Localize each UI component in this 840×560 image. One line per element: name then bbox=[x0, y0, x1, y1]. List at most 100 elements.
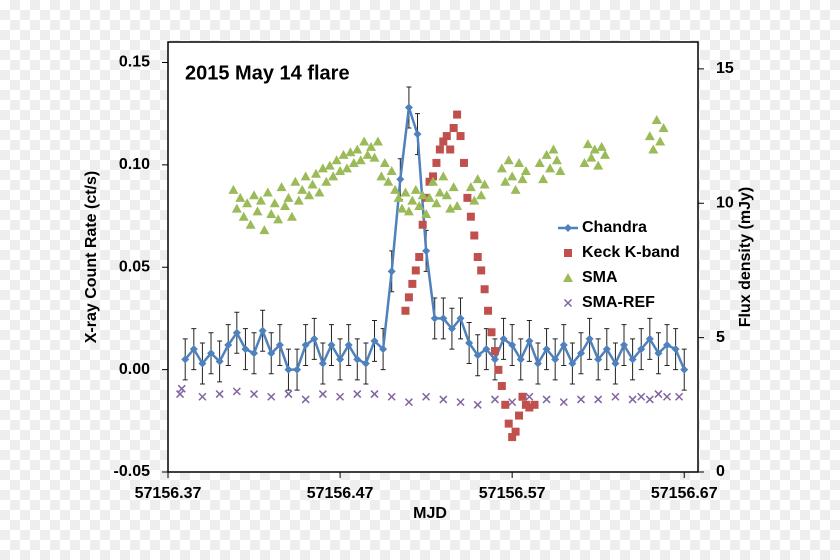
data-point bbox=[496, 163, 507, 173]
legend-label: SMA-REF bbox=[582, 294, 655, 311]
data-point bbox=[379, 345, 388, 354]
data-point bbox=[514, 157, 525, 167]
data-point bbox=[680, 365, 689, 374]
data-point bbox=[645, 395, 654, 404]
data-point bbox=[654, 390, 663, 399]
y2-axis-label: Flux density (mJy) bbox=[737, 187, 754, 327]
data-point bbox=[422, 246, 431, 255]
data-point bbox=[480, 285, 489, 294]
data-point bbox=[559, 398, 568, 407]
data-point bbox=[594, 355, 603, 364]
data-point bbox=[645, 334, 654, 343]
data-point bbox=[445, 203, 456, 213]
data-point bbox=[301, 395, 310, 404]
data-point bbox=[508, 398, 517, 407]
data-point bbox=[439, 395, 448, 404]
data-point bbox=[551, 155, 562, 165]
data-point bbox=[438, 171, 449, 181]
y2-tick-label: 15 bbox=[716, 60, 734, 77]
data-point bbox=[511, 427, 520, 436]
data-point bbox=[559, 341, 568, 350]
data-point bbox=[452, 200, 463, 210]
data-point bbox=[232, 387, 241, 396]
data-point bbox=[525, 403, 534, 412]
data-point bbox=[456, 398, 465, 407]
data-point bbox=[390, 184, 401, 194]
data-point bbox=[238, 211, 249, 221]
data-point bbox=[297, 184, 308, 194]
data-point bbox=[224, 341, 233, 350]
data-point bbox=[300, 171, 311, 181]
data-point bbox=[500, 176, 511, 186]
data-point bbox=[472, 174, 483, 184]
data-point bbox=[484, 306, 493, 315]
data-point bbox=[207, 349, 216, 358]
data-point bbox=[290, 176, 301, 186]
data-point bbox=[611, 359, 620, 368]
data-point bbox=[310, 334, 319, 343]
data-point bbox=[459, 158, 468, 167]
data-point bbox=[663, 341, 672, 350]
data-point bbox=[245, 219, 256, 229]
data-point bbox=[503, 155, 514, 165]
data-point bbox=[479, 179, 490, 189]
data-point bbox=[530, 400, 539, 409]
data-point bbox=[510, 184, 521, 194]
data-point bbox=[417, 190, 428, 200]
data-point bbox=[628, 395, 637, 404]
data-point bbox=[255, 195, 266, 205]
data-point bbox=[424, 192, 435, 202]
data-point bbox=[362, 149, 373, 159]
y-tick-label: 0.00 bbox=[119, 361, 150, 378]
data-point bbox=[408, 279, 417, 288]
data-point bbox=[447, 324, 456, 333]
data-point bbox=[252, 206, 263, 216]
data-point bbox=[490, 395, 499, 404]
data-point bbox=[396, 175, 405, 184]
y-tick-label: 0.10 bbox=[119, 156, 150, 173]
data-point bbox=[611, 392, 620, 401]
data-point bbox=[473, 253, 482, 261]
data-point bbox=[267, 392, 276, 401]
data-point bbox=[516, 355, 525, 364]
data-point bbox=[387, 267, 396, 276]
data-point bbox=[314, 187, 325, 197]
data-point bbox=[338, 149, 349, 159]
data-point bbox=[198, 392, 207, 401]
legend-label: SMA bbox=[582, 269, 618, 286]
data-point bbox=[404, 103, 413, 112]
data-point bbox=[453, 110, 462, 119]
data-point bbox=[466, 212, 475, 221]
data-point bbox=[534, 157, 545, 167]
data-point bbox=[198, 359, 207, 368]
data-point bbox=[594, 395, 603, 404]
y-tick-label: 0.15 bbox=[119, 54, 150, 71]
data-point bbox=[232, 328, 241, 337]
data-point bbox=[425, 177, 434, 186]
data-point bbox=[250, 349, 259, 358]
data-point bbox=[228, 184, 239, 194]
legend-label: Keck K-band bbox=[582, 244, 680, 261]
x-tick-label: 57156.47 bbox=[307, 485, 374, 502]
data-point bbox=[280, 200, 291, 210]
data-point bbox=[548, 144, 559, 154]
data-point bbox=[341, 163, 352, 173]
data-point bbox=[473, 400, 482, 409]
data-point bbox=[654, 349, 663, 358]
data-point bbox=[370, 336, 379, 345]
data-point bbox=[525, 336, 534, 345]
data-point bbox=[518, 392, 527, 401]
data-point bbox=[414, 200, 425, 210]
data-point bbox=[318, 390, 327, 399]
data-point bbox=[242, 198, 253, 208]
data-point bbox=[336, 355, 345, 364]
data-point bbox=[586, 152, 597, 162]
data-point bbox=[386, 166, 397, 175]
data-point bbox=[434, 187, 445, 197]
data-point bbox=[620, 341, 629, 350]
data-point bbox=[490, 355, 499, 364]
data-point bbox=[446, 145, 455, 154]
data-point bbox=[637, 392, 646, 401]
data-point bbox=[508, 341, 517, 350]
data-point bbox=[541, 149, 552, 159]
